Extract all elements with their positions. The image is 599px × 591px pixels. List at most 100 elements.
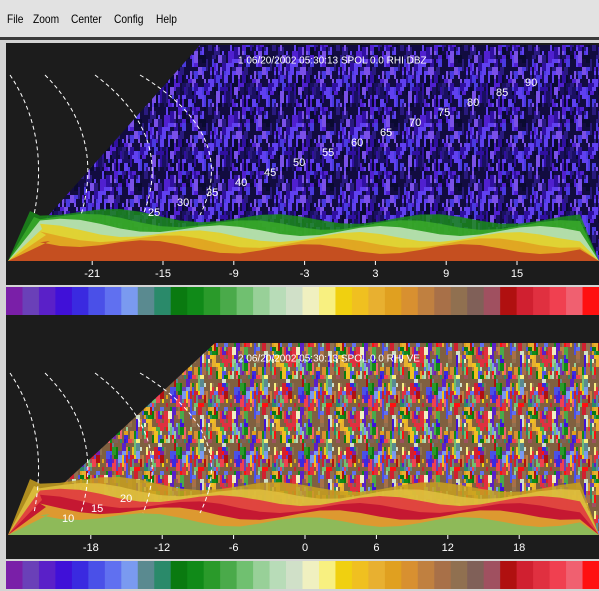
color-swatch [204,561,221,589]
x-tick-label: 0 [302,542,308,554]
panel-dbz: 1 06/20/2002 05:30:13 SPOL 0.0 RHI DBZ 25… [0,43,599,315]
color-swatch [72,561,89,589]
color-swatch [88,561,105,589]
panel-title: 2 06/20/2002 05:30:13 SPOL 0.0 RHI VE [238,354,420,365]
ring-label: 75 [438,107,450,119]
ring-label: 15 [91,503,103,515]
color-swatch [517,561,534,589]
ring-label: 55 [322,147,334,159]
color-swatch [368,287,385,315]
ring-label: 70 [409,117,421,129]
ring-label: 80 [467,97,479,109]
color-swatch [467,561,484,589]
x-tick-label: 6 [373,542,379,554]
color-swatch [467,287,484,315]
x-tick-label: 3 [372,268,378,280]
color-swatch [303,287,320,315]
x-tick-label: -6 [229,542,239,554]
x-tick-label: -21 [84,268,100,280]
color-swatch [6,561,23,589]
color-swatch [105,287,122,315]
ring-label: 25 [148,207,160,219]
color-swatch [517,287,534,315]
color-swatch [500,561,517,589]
color-swatch [319,287,336,315]
color-swatch [550,287,567,315]
color-swatch [171,561,188,589]
x-tick-label: 12 [442,542,454,554]
x-tick-label: -9 [229,268,239,280]
x-tick-label: 18 [513,542,525,554]
color-swatch [39,287,56,315]
color-swatch [22,561,39,589]
color-swatch [401,287,418,315]
menu-item[interactable]: Config [114,12,143,26]
color-swatch [121,561,138,589]
panel-title: 1 06/20/2002 05:30:13 SPOL 0.0 RHI DBZ [238,56,427,67]
color-swatch [105,561,122,589]
color-swatch [451,561,468,589]
color-swatch [434,561,451,589]
menu-bar: File Zoom Center Config Help [0,0,599,40]
color-swatch [418,287,435,315]
color-swatch [253,561,270,589]
color-swatch [286,561,303,589]
color-swatch [220,287,237,315]
panel-ve: 2 06/20/2002 05:30:13 SPOL 0.0 RHI VE 10 1… [0,315,599,591]
color-swatch [335,561,352,589]
menu-item[interactable]: File [7,12,23,26]
color-swatch [237,287,254,315]
x-tick-label: -15 [155,268,171,280]
color-swatch [550,561,567,589]
ring-label: 20 [120,493,132,505]
color-swatch [566,287,583,315]
menu-item[interactable]: Help [156,12,177,26]
color-swatch [352,287,369,315]
x-tick-label: -3 [300,268,310,280]
ring-label: 35 [206,187,218,199]
color-swatch [566,561,583,589]
color-swatch [171,287,188,315]
x-tick-label: 9 [443,268,449,280]
color-swatch [187,561,204,589]
color-swatch [253,287,270,315]
color-swatch [335,287,352,315]
color-swatch [368,561,385,589]
ring-label: 30 [177,197,189,209]
ring-label: 90 [525,77,537,89]
color-swatch [352,561,369,589]
color-swatch [138,561,155,589]
ring-label: 85 [496,87,508,99]
color-swatch [451,287,468,315]
color-swatch [220,561,237,589]
ring-label: 10 [62,513,74,525]
color-swatch [154,287,171,315]
color-swatch [319,561,336,589]
color-swatch [533,561,550,589]
color-swatch [187,287,204,315]
ring-label: 60 [351,137,363,149]
color-swatch [55,287,72,315]
color-swatch [270,561,287,589]
color-swatch [484,561,501,589]
color-swatch [6,287,23,315]
color-swatch [154,561,171,589]
color-swatch [583,561,599,589]
radar-app: File Zoom Center Config Help 1 06/20/2002 05… [0,0,599,591]
color-swatch [55,561,72,589]
color-swatch [88,287,105,315]
color-swatch [270,287,287,315]
color-swatch [286,287,303,315]
x-tick-label: 15 [511,268,523,280]
ring-label: 65 [380,127,392,139]
color-swatch [583,287,599,315]
ring-label: 45 [264,167,276,179]
color-swatch [138,287,155,315]
menu-item[interactable]: Zoom [33,12,59,26]
color-swatch [204,287,221,315]
menu-item[interactable]: Center [71,12,102,26]
color-swatch [533,287,550,315]
color-swatch [22,287,39,315]
color-swatch [401,561,418,589]
x-tick-label: -18 [83,542,99,554]
